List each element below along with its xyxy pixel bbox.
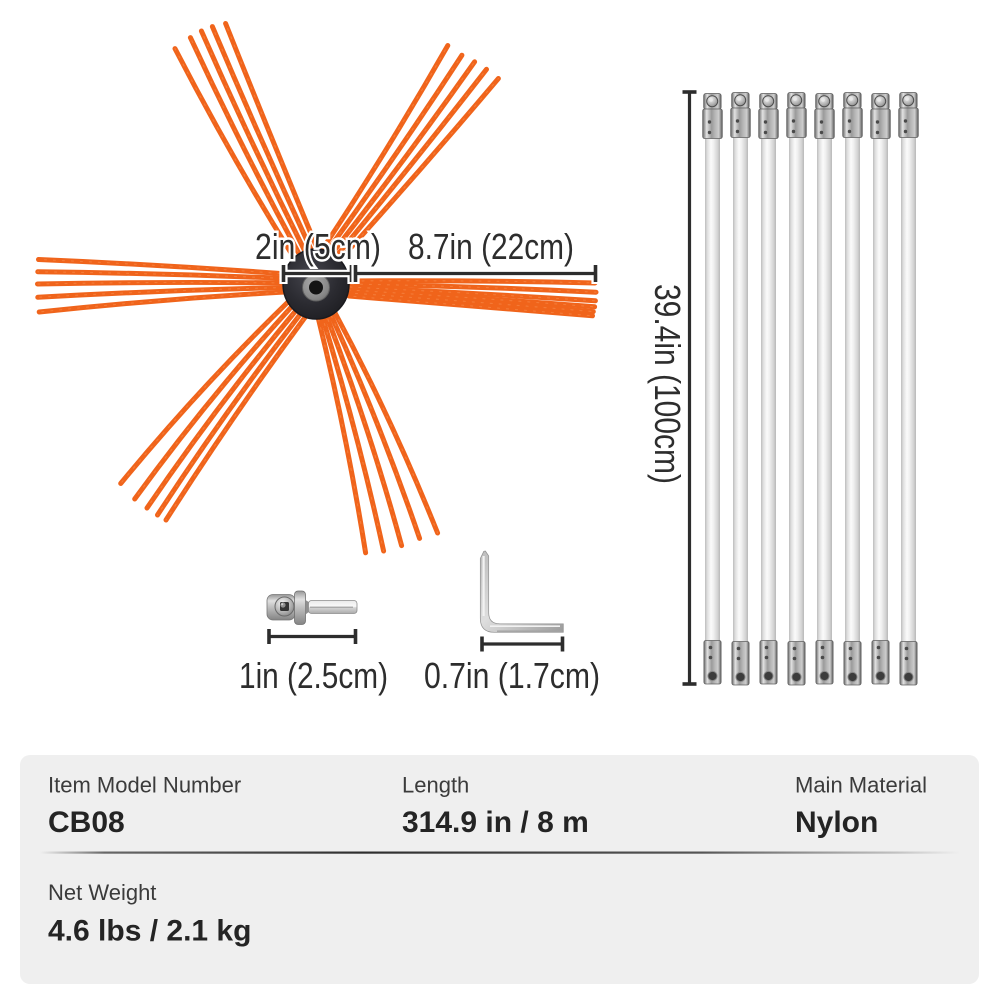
svg-text:2in (5cm): 2in (5cm) <box>255 226 381 267</box>
svg-text:CB08: CB08 <box>48 806 125 839</box>
svg-text:39.4in (100cm): 39.4in (100cm) <box>647 284 688 484</box>
svg-text:0.7in (1.7cm): 0.7in (1.7cm) <box>424 655 600 696</box>
svg-text:Item Model Number: Item Model Number <box>48 773 241 798</box>
svg-text:Main Material: Main Material <box>795 773 927 798</box>
svg-text:1in (2.5cm): 1in (2.5cm) <box>239 655 388 696</box>
svg-text:Net Weight: Net Weight <box>48 880 156 905</box>
svg-text:Length: Length <box>402 773 469 798</box>
svg-text:4.6 lbs / 2.1 kg: 4.6 lbs / 2.1 kg <box>48 915 251 948</box>
svg-text:8.7in (22cm): 8.7in (22cm) <box>408 226 574 267</box>
svg-text:314.9 in / 8 m: 314.9 in / 8 m <box>402 806 589 839</box>
svg-text:Nylon: Nylon <box>795 806 878 839</box>
